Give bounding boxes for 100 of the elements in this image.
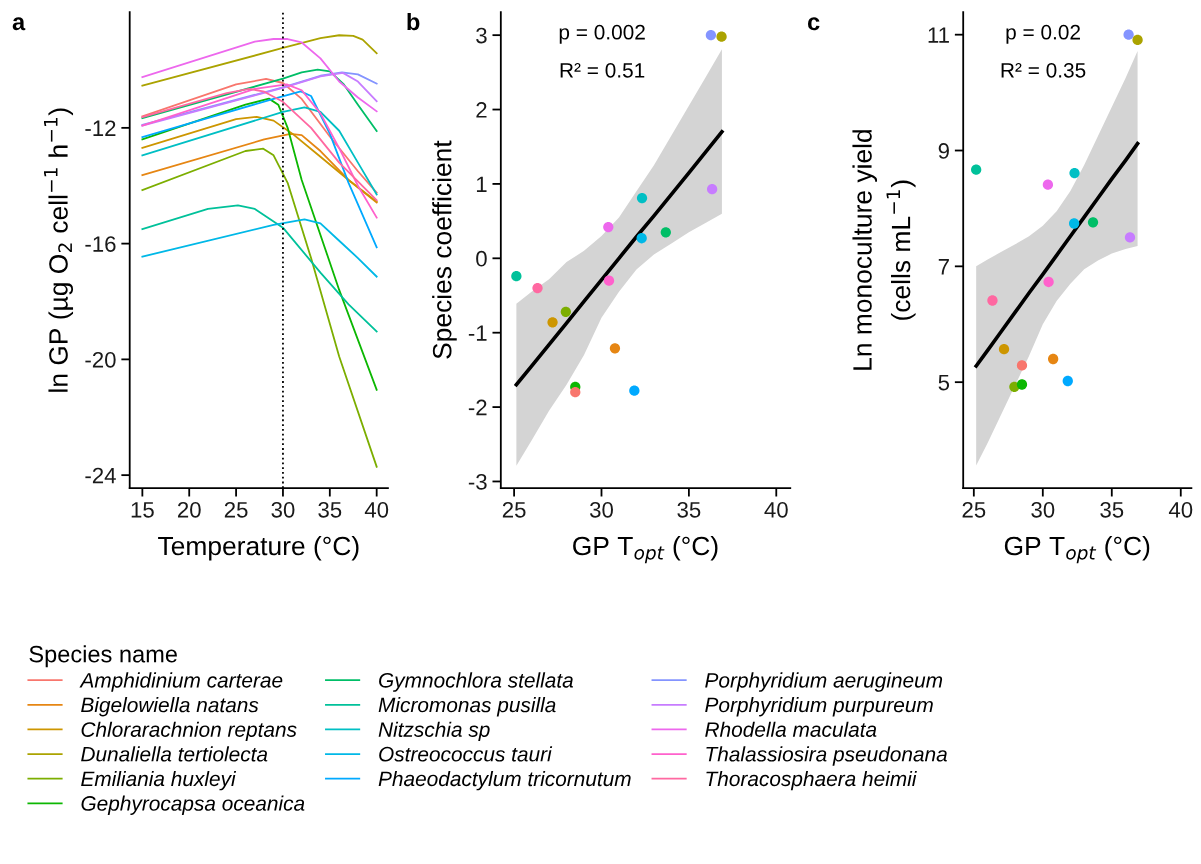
x-axis-title: GP T$_{opt}$ (°C) [573,535,718,564]
x-tick-label: 25 [224,501,248,518]
y-tick-label: -1 [468,325,487,341]
legend-label: Nitzschia sp [378,721,490,742]
y-tick-label: -12 [85,120,116,136]
point [629,385,640,396]
line-series [141,106,378,196]
x-tick-label: 25 [502,501,526,518]
legend-label: Emiliania huxleyi [81,770,237,791]
legend-label: Dunaliella tertiolecta [81,746,268,762]
legend-label: Chlorarachnion reptans [81,721,297,742]
annotation: p = 0.002 [559,24,645,44]
chart-title: b [407,12,420,31]
line-series [514,130,724,387]
point [1069,167,1080,179]
legend-title: Species name [29,645,177,668]
line-series [141,147,378,468]
point [532,282,543,294]
point [511,271,522,282]
line-series [141,218,378,278]
legend-label: Gymnochlora stellata [379,672,573,692]
line-series [141,83,378,219]
line-series [141,97,378,391]
point [547,317,558,328]
legend-label: Gephyrocapsa oceanica [81,795,305,815]
point [636,233,647,244]
x-tick-label: 30 [1031,501,1055,518]
point [609,343,621,354]
point [1132,34,1143,46]
x-tick-label: 30 [271,501,295,518]
point [660,227,671,238]
point [603,275,615,286]
line-series [141,90,378,249]
y-axis-title: ln GP (µg O$_{2}$ cell$^{−1}$ h$^{−1}$) [44,108,74,392]
point [987,295,998,306]
line-series [974,141,1140,368]
x-tick-label: 20 [177,501,201,518]
x-tick-label: 40 [764,501,788,518]
x-tick-label: 35 [1100,501,1124,518]
y-axis-title: Ln monoculture yield (cells mL$^{−1}$) [852,130,916,370]
legend-label: Ostreococcus tauri [379,746,553,762]
legend-label: Phaeodactylum tricornutum [378,770,631,791]
chart-title: a [12,17,26,31]
y-tick-label: -3 [468,474,487,490]
annotation: p = 0.02 [1006,24,1080,44]
x-tick-label: 15 [131,502,154,518]
point [1048,353,1059,365]
point [560,306,571,318]
legend-label: Porphyridium aerugineum [705,672,943,692]
point [716,31,727,42]
y-tick-label: 3 [476,27,487,44]
point [1087,217,1099,228]
y-tick-label: 1 [476,176,487,192]
y-tick-label: 9 [938,143,949,159]
y-axis-title: Species coefficient [432,140,457,359]
point [1043,276,1054,288]
x-tick-label: 40 [1168,501,1193,518]
legend-label: Thoracosphaera heimii [706,770,917,791]
point [1123,29,1134,40]
x-axis-title: Temperature (°C) [158,535,359,561]
point [1016,360,1028,371]
point [636,192,648,204]
point [998,344,1010,355]
y-tick-label: -20 [85,351,116,368]
line-series [141,34,378,87]
point [570,387,581,398]
x-tick-label: 35 [318,501,342,518]
legend-label: Bigelowiella natans [81,697,259,717]
point [603,221,614,233]
point [1042,179,1054,190]
legend-label: Micromonas pusilla [378,697,556,717]
y-tick-label: -16 [85,236,116,252]
y-tick-label: -2 [468,399,487,416]
line-series [141,204,378,333]
point [1062,375,1073,387]
y-tick-label: 11 [928,27,949,43]
point [1068,218,1080,229]
line-series [141,133,378,204]
point [971,164,982,175]
line-series [141,38,378,113]
legend-label: Rhodella maculata [705,721,877,737]
x-tick-label: 40 [364,501,389,518]
x-axis-title: GP T$_{opt}$ (°C) [1004,535,1150,564]
x-tick-label: 30 [589,501,613,518]
legend-label: Porphyridium purpureum [705,697,933,717]
y-tick-label: 2 [476,102,487,118]
point [1016,379,1028,390]
point [705,30,717,41]
chart-title: c [807,17,820,31]
legend-label: Amphidinium carterae [79,672,283,692]
annotation: R² = 0.51 [560,62,645,78]
annotation: R² = 0.35 [1001,62,1086,78]
x-tick-label: 25 [962,501,986,518]
x-tick-label: 35 [677,501,701,518]
line-series [141,115,378,203]
y-tick-label: 7 [938,259,949,275]
legend-label: Thalassiosira pseudonana [706,746,948,766]
y-tick-label: 0 [476,250,487,267]
y-tick-label: 5 [938,374,950,391]
y-tick-label: -24 [85,467,116,484]
